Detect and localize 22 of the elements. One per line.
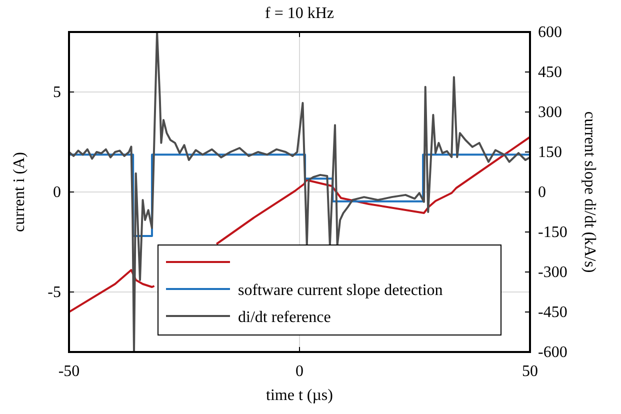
y2-tick-label: -150: [538, 224, 568, 241]
x-tick-label: 50: [522, 363, 538, 380]
y2-tick-label: 600: [538, 24, 562, 41]
y2-tick-label: 450: [538, 64, 562, 81]
y2-tick-label: 300: [538, 104, 562, 121]
y2-tick-label: -300: [538, 264, 568, 281]
y-tick-label: 5: [53, 84, 61, 101]
y2-axis-title: current slope di/dt (kA/s): [581, 111, 598, 273]
y-axis-title: current i (A): [11, 152, 28, 232]
y2-tick-label: 0: [538, 184, 546, 201]
line-series: [69, 32, 530, 352]
y-tick-label: -5: [48, 284, 61, 301]
y-tick-label: 0: [53, 184, 61, 201]
legend-label: di/dt reference: [238, 309, 331, 326]
chart-title: f = 10 kHz: [264, 5, 334, 22]
x-tick-label: 0: [296, 363, 304, 380]
y2-tick-label: -600: [538, 344, 568, 361]
y2-tick-label: -450: [538, 304, 568, 321]
legend-label: software current slope detection: [238, 282, 443, 299]
x-axis-title: time t (µs): [266, 387, 333, 404]
x-tick-label: -50: [58, 363, 80, 380]
y2-tick-label: 150: [538, 144, 562, 161]
